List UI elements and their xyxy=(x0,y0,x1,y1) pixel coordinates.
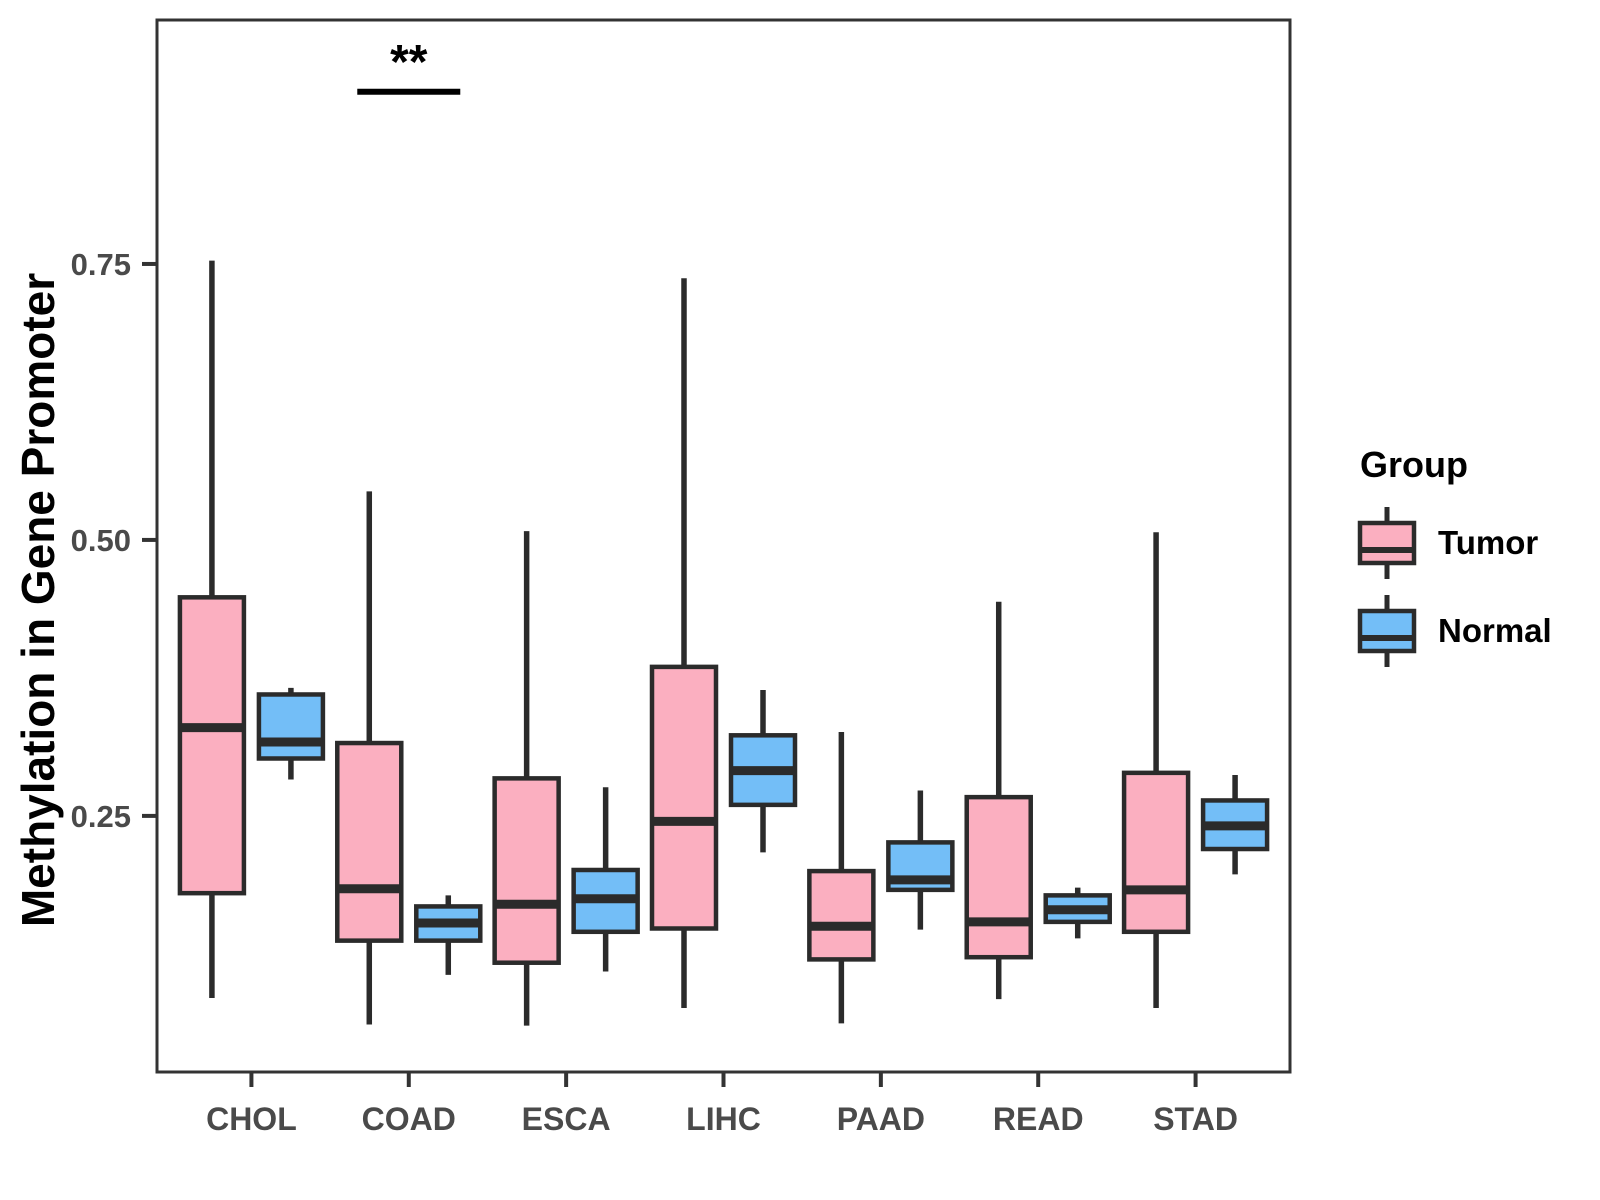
box-tumor-read xyxy=(964,794,1033,960)
legend-label-tumor: Tumor xyxy=(1438,524,1539,561)
x-tick-label-chol: CHOL xyxy=(206,1101,297,1137)
box-tumor-chol xyxy=(177,595,247,896)
y-tick-label: 0.75 xyxy=(71,247,131,282)
y-axis-title: Methylation in Gene Promoter xyxy=(12,272,64,928)
significance-label: ** xyxy=(390,36,428,89)
y-tick-label: 0.25 xyxy=(71,799,131,834)
box-tumor-stad xyxy=(1121,770,1191,935)
legend-entry-normal: Normal xyxy=(1356,592,1552,670)
x-tick-label-paad: PAAD xyxy=(837,1101,925,1137)
x-tick-label-coad: COAD xyxy=(362,1101,456,1137)
x-tick-label-stad: STAD xyxy=(1153,1101,1238,1137)
box-tumor-coad xyxy=(335,740,404,943)
plot-panel-border xyxy=(155,18,1292,1074)
legend-label-normal: Normal xyxy=(1438,612,1552,649)
x-tick-label-lihc: LIHC xyxy=(686,1101,761,1137)
legend-title: Group xyxy=(1360,444,1468,485)
y-tick-label: 0.50 xyxy=(71,523,131,558)
legend: Group Tumor Normal xyxy=(1356,444,1552,680)
box-tumor-paad xyxy=(807,868,876,962)
box-tumor-esca xyxy=(492,776,561,965)
box-tumor-lihc xyxy=(649,664,719,931)
x-tick-label-esca: ESCA xyxy=(522,1101,611,1137)
box-normal-chol xyxy=(256,692,326,761)
x-tick-label-read: READ xyxy=(993,1101,1084,1137)
tumor-boxplot-key-icon xyxy=(1357,507,1417,579)
legend-entry-tumor: Tumor xyxy=(1356,504,1552,582)
normal-boxplot-key-icon xyxy=(1357,595,1417,667)
